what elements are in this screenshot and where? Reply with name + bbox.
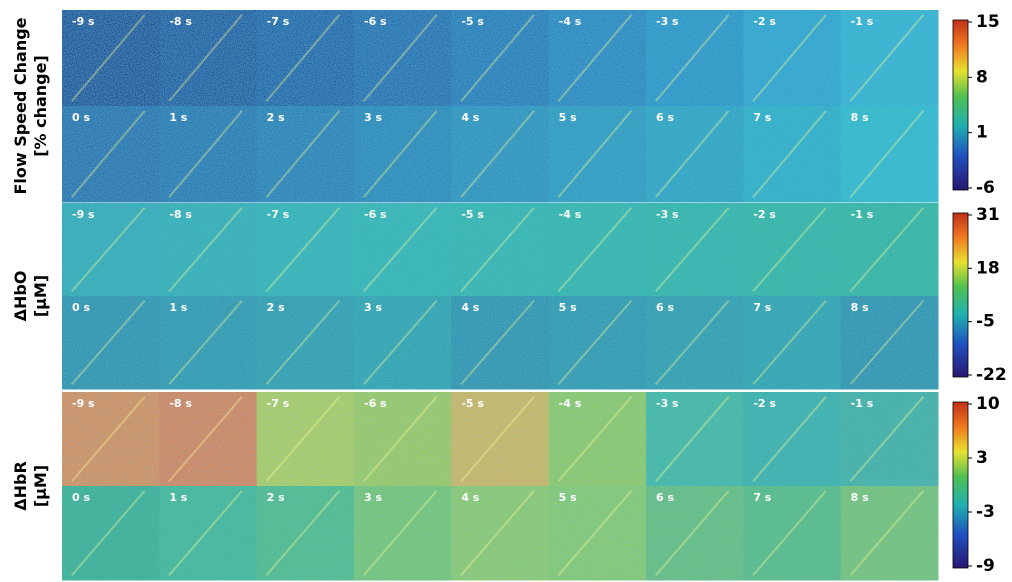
panel-label-line: ΔHbO — [11, 271, 30, 322]
panel-label-line: [μM] — [31, 465, 50, 507]
frame-label: 6 s — [656, 301, 674, 314]
frame-label: 8 s — [851, 111, 869, 124]
frame-label: -6 s — [364, 208, 387, 221]
frame-label: 5 s — [559, 491, 577, 504]
frame-label: -8 s — [169, 15, 192, 28]
panel-label-line: [% change] — [31, 55, 50, 157]
colorbar-tick-label: 31 — [976, 205, 1000, 225]
frame-label: -2 s — [753, 397, 776, 410]
frame-label: 4 s — [461, 111, 479, 124]
frame-label: -5 s — [461, 208, 484, 221]
frame-label: 0 s — [72, 491, 90, 504]
frame-label: -2 s — [753, 208, 776, 221]
frame-label: -1 s — [851, 15, 874, 28]
frame-label: -6 s — [364, 397, 387, 410]
frame-label: -9 s — [72, 15, 95, 28]
panel-label-line: Flow Speed Change — [11, 17, 30, 194]
frame-label: 8 s — [851, 491, 869, 504]
frame-label: -3 s — [656, 15, 679, 28]
frame-label: 5 s — [559, 301, 577, 314]
frame-label: -3 s — [656, 397, 679, 410]
frame-label: -4 s — [559, 15, 582, 28]
colorbar-tick-label: 10 — [976, 394, 1000, 414]
frame-label: -4 s — [559, 208, 582, 221]
colorbar-tick-label: 15 — [976, 12, 1000, 32]
colorbar-tick-label: 1 — [976, 123, 988, 143]
frame-label: -8 s — [169, 208, 192, 221]
frame-label: 0 s — [72, 111, 90, 124]
frame-label: -9 s — [72, 397, 95, 410]
colorbar-tick-label: 18 — [976, 258, 1000, 278]
colorbar-tick-label: 3 — [976, 448, 988, 468]
frame-label: 3 s — [364, 301, 382, 314]
frame-label: 6 s — [656, 111, 674, 124]
frame-label: -4 s — [559, 397, 582, 410]
frame-label: -1 s — [851, 397, 874, 410]
frame-label: 4 s — [461, 491, 479, 504]
frame-label: 3 s — [364, 111, 382, 124]
panel: ΔHbO[μM] -9 s -8 s -7 s -6 s -5 s -4 s -3 s -2 s… — [11, 203, 1007, 390]
panel-label: ΔHbR[μM] — [11, 461, 50, 511]
colorbar-tick-label: -3 — [976, 502, 995, 522]
panel-label: Flow Speed Change[% change] — [11, 17, 50, 194]
frame-label: 8 s — [851, 301, 869, 314]
panel: Flow Speed Change[% change] -9 s -8 s -7 s -… — [11, 10, 1000, 203]
frame-label: 2 s — [267, 491, 285, 504]
frame-label: 1 s — [169, 491, 187, 504]
colorbar-tick-label: 8 — [976, 67, 988, 87]
frame-label: -5 s — [461, 15, 484, 28]
frame-label: -8 s — [169, 397, 192, 410]
frame-label: 0 s — [72, 301, 90, 314]
frame-label: 6 s — [656, 491, 674, 504]
frame-label: -6 s — [364, 15, 387, 28]
frame-label: 2 s — [267, 111, 285, 124]
frame-label: 7 s — [753, 301, 771, 314]
colorbar-tick-label: -22 — [976, 365, 1007, 385]
frame-label: -7 s — [267, 397, 290, 410]
frame-label: -5 s — [461, 397, 484, 410]
colorbar-tick-label: -5 — [976, 312, 995, 332]
colorbar-tick-label: -9 — [976, 556, 995, 576]
colorbar — [953, 402, 968, 568]
frame-label: 2 s — [267, 301, 285, 314]
frame-label: -1 s — [851, 208, 874, 221]
frame-label: -9 s — [72, 208, 95, 221]
frame-label: 7 s — [753, 111, 771, 124]
panel-label-line: ΔHbR — [11, 461, 30, 511]
frame-label: 4 s — [461, 301, 479, 314]
panel-label: ΔHbO[μM] — [11, 271, 50, 322]
frame-label: -2 s — [753, 15, 776, 28]
frame-label: 3 s — [364, 491, 382, 504]
panel-label-line: [μM] — [31, 275, 50, 317]
figure: Flow Speed Change[% change] -9 s -8 s -7 s -… — [0, 0, 1012, 582]
panel: ΔHbR[μM] -9 s -8 s -7 s -6 s -5 s -4 s -3 s -2 s… — [11, 392, 1000, 581]
colorbar — [953, 20, 968, 190]
frame-label: -3 s — [656, 208, 679, 221]
colorbar — [953, 213, 968, 377]
frame-label: -7 s — [267, 15, 290, 28]
frame-label: 1 s — [169, 111, 187, 124]
frame-label: -7 s — [267, 208, 290, 221]
frame-label: 1 s — [169, 301, 187, 314]
colorbar-tick-label: -6 — [976, 178, 995, 198]
frame-label: 7 s — [753, 491, 771, 504]
frame-label: 5 s — [559, 111, 577, 124]
